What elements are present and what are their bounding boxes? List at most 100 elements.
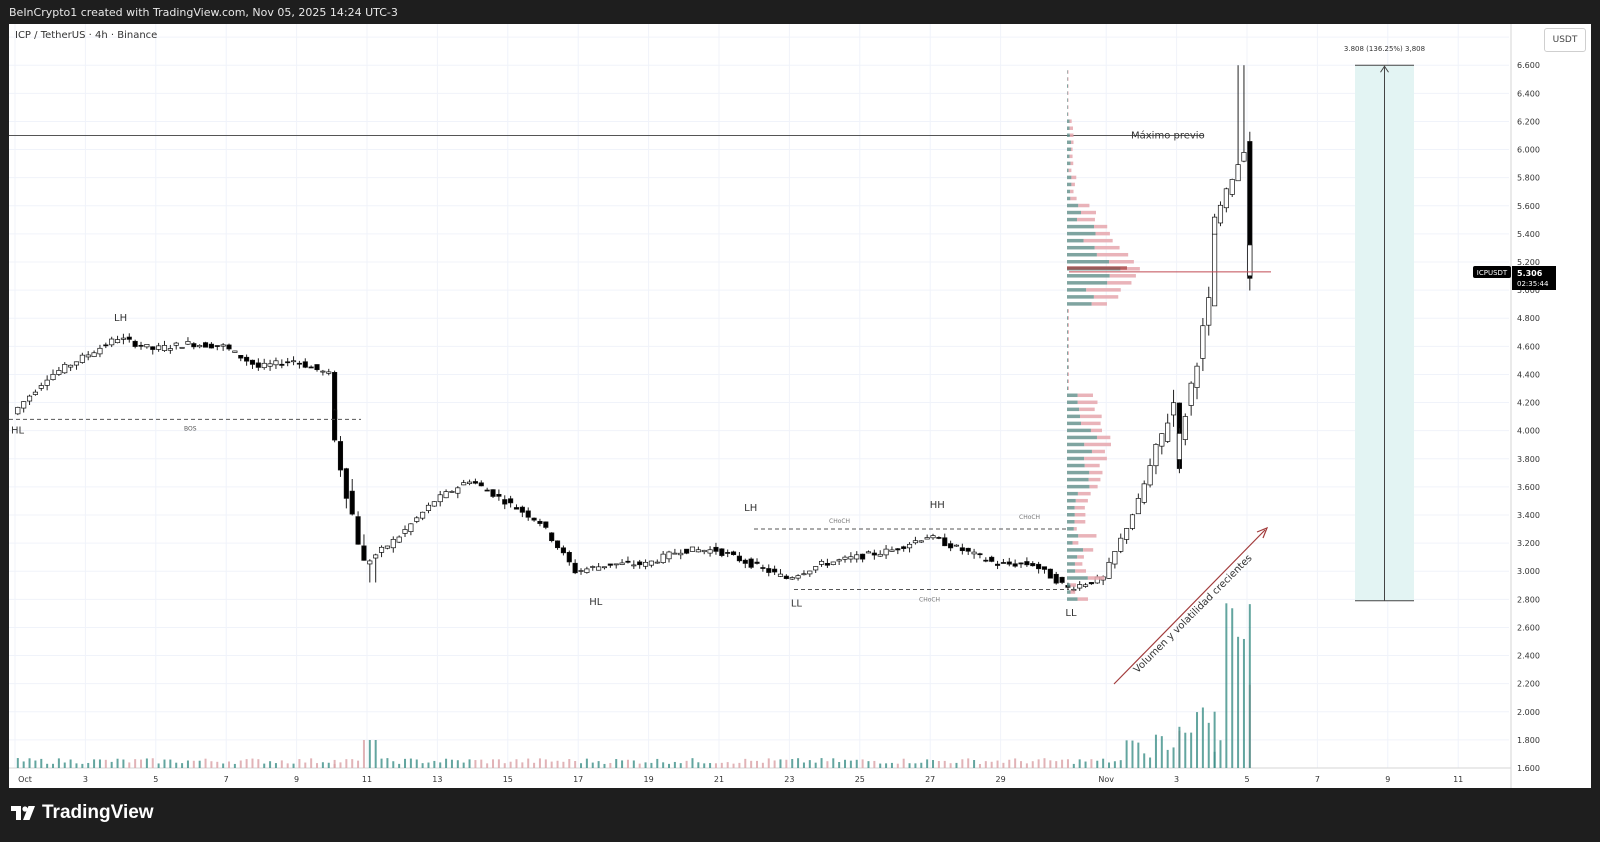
volume-bar <box>838 762 841 768</box>
symbol-title[interactable]: ICP / TetherUS · 4h · Binance <box>15 30 158 41</box>
candle-body <box>748 558 754 568</box>
volume-bar <box>257 759 260 768</box>
tradingview-logo[interactable]: TradingView <box>11 802 154 824</box>
volume-bar <box>427 762 430 768</box>
volume-bar <box>456 760 459 768</box>
volume-bar <box>556 760 559 768</box>
volume-bar <box>1008 759 1011 768</box>
volume-profile-poc <box>1067 266 1127 270</box>
candle-body <box>150 346 156 350</box>
volume-profile-bar-sell <box>1086 288 1121 292</box>
volume-bar <box>538 758 541 768</box>
structure-label: LL <box>1065 608 1077 619</box>
candle-body <box>91 352 97 357</box>
volume-profile-bar-sell <box>1069 154 1073 159</box>
volume-bar <box>286 763 289 768</box>
volume-profile-bar-sell <box>1094 245 1120 250</box>
volume-profile-bar-sell <box>1084 463 1100 468</box>
candle-body <box>1206 297 1212 326</box>
candle-body <box>684 548 690 554</box>
volume-bar <box>632 760 635 768</box>
time-tick-label: 9 <box>294 775 299 784</box>
candle-body <box>948 543 954 549</box>
price-chart[interactable]: 6.600 6.400 6.200 6.000 5.800 5.600 5.400 5.200… <box>9 24 1591 788</box>
volume-bar <box>1196 712 1199 768</box>
volume-profile-bar-buy <box>1067 98 1068 102</box>
volume-profile-bar-sell <box>1078 534 1097 538</box>
candle-body <box>373 554 379 559</box>
volume-profile-bar-buy <box>1067 379 1068 383</box>
volume-profile-bar-buy <box>1067 77 1068 81</box>
volume-profile-bar-buy <box>1067 231 1096 236</box>
volume-bar <box>450 759 453 768</box>
candle-body <box>249 359 256 365</box>
volume-bar <box>321 762 324 768</box>
volume-bar <box>1248 604 1251 768</box>
volume-bar <box>1219 740 1222 768</box>
volume-profile-bar-sell <box>1068 344 1069 348</box>
candle-body <box>1212 216 1218 235</box>
candle-body <box>531 517 537 521</box>
volume-bar <box>1160 736 1163 768</box>
footer: TradingView <box>0 788 1600 842</box>
candle-body <box>1235 164 1241 182</box>
volume-bar <box>826 761 829 768</box>
volume-bar <box>732 763 735 768</box>
volume-bar <box>990 761 993 768</box>
candle-body <box>619 562 625 565</box>
chart-panel[interactable]: 6.600 6.400 6.200 6.000 5.800 5.600 5.400 5.200… <box>9 24 1591 788</box>
candle-body <box>959 547 965 552</box>
volume-bar <box>738 762 741 768</box>
choch-label: CHoCH <box>1019 514 1040 521</box>
volume-bar <box>274 763 277 768</box>
candle-body <box>924 537 930 540</box>
bos-label: BOS <box>184 425 197 432</box>
candle-body <box>267 363 273 367</box>
candle-body <box>326 371 332 374</box>
volume-bar <box>703 763 706 768</box>
candle-body <box>795 575 801 579</box>
volume-profile-bar-sell <box>1077 491 1091 496</box>
volume-bar <box>503 763 506 768</box>
volume-profile-bar-buy <box>1067 393 1078 398</box>
volume-bar <box>937 761 940 768</box>
volume-profile-bar-buy <box>1067 477 1089 482</box>
volume-profile-bar-buy <box>1067 590 1071 594</box>
candle-body <box>132 340 138 347</box>
volume-bar <box>116 758 119 768</box>
volume-bar <box>380 758 383 768</box>
volume-bar <box>797 758 800 768</box>
volume-profile-bar-buy <box>1067 456 1085 461</box>
volume-bar <box>932 760 935 768</box>
volume-bar <box>621 760 624 768</box>
candle-body <box>1088 582 1094 585</box>
candle-body <box>62 363 68 374</box>
candle-body <box>877 553 883 557</box>
volume-profile-bar-sell <box>1074 513 1086 517</box>
volume-bar <box>122 759 125 768</box>
volume-profile-bar-buy <box>1067 435 1097 440</box>
candle-body <box>824 563 830 566</box>
candle-body <box>596 566 602 571</box>
price-badge-value: 5.306 <box>1517 269 1543 278</box>
symbol-badge <box>1473 266 1511 278</box>
volume-profile-bar-sell <box>1068 316 1069 320</box>
candle-body <box>883 548 889 556</box>
candle-body <box>1047 568 1053 579</box>
volume-bar <box>210 761 213 768</box>
volume-bar <box>1172 747 1175 768</box>
volume-bar <box>626 759 629 768</box>
time-tick-label: 25 <box>855 775 865 784</box>
volume-bar <box>93 759 96 768</box>
volume-profile-bar-sell <box>1067 372 1069 376</box>
candle-body <box>701 549 707 553</box>
volume-profile-bar-buy <box>1067 527 1074 531</box>
volume-bar <box>515 759 518 768</box>
time-tick-label: 29 <box>996 775 1006 784</box>
currency-button[interactable]: USDT <box>1544 28 1586 52</box>
volume-profile-bar-sell <box>1071 175 1077 180</box>
volume-bar <box>544 759 547 768</box>
volume-profile-bar-buy <box>1067 323 1068 327</box>
volume-profile-bar-sell <box>1077 393 1093 398</box>
volume-bar <box>110 761 113 768</box>
